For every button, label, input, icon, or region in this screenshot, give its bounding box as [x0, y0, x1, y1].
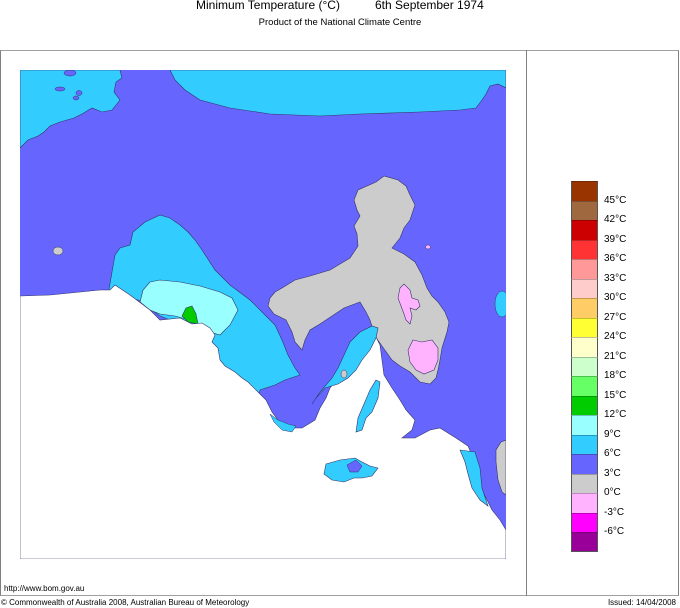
legend-band	[571, 376, 598, 396]
zone-6-9-gulf-east	[355, 379, 381, 433]
zone-6-9-north-east	[169, 70, 506, 117]
map-frame	[0, 50, 679, 596]
legend-label: 27°C	[604, 311, 627, 323]
zone-neg3-0-a	[397, 283, 421, 325]
legend-band	[571, 356, 598, 376]
color-legend	[571, 181, 598, 552]
legend-label: 18°C	[604, 370, 627, 381]
legend-label: 39°C	[604, 233, 627, 245]
legend-label: 9°C	[604, 428, 621, 440]
legend-band	[571, 493, 598, 513]
issued-date: Issued: 14/04/2008	[607, 598, 676, 607]
legend-band	[571, 200, 598, 220]
legend-band	[571, 298, 598, 318]
legend-divider	[526, 50, 527, 596]
zone-0-3-east-edge	[495, 439, 506, 496]
zone-6-9-coast-se	[459, 449, 489, 507]
legend-band	[571, 415, 598, 435]
legend-label: 33°C	[604, 272, 627, 284]
zone-6-9-north-west	[20, 70, 123, 149]
zone-6-9-inlet	[269, 413, 297, 433]
map-header: Minimum Temperature (°C) 6th September 1…	[0, 0, 680, 18]
ocean	[20, 284, 506, 559]
map-title: Minimum Temperature (°C)	[196, 0, 340, 12]
legend-label: 6°C	[604, 448, 621, 459]
zone-neg3-0-b	[407, 339, 439, 375]
legend-label: 42°C	[604, 214, 627, 225]
legend-label: 24°C	[604, 331, 627, 342]
legend-label: 15°C	[604, 389, 627, 401]
map-subtitle: Product of the National Climate Centre	[258, 17, 422, 28]
source-url[interactable]: http://www.bom.gov.au	[4, 584, 85, 593]
legend-label: 21°C	[604, 350, 627, 362]
legend-band	[571, 239, 598, 259]
legend-label: 30°C	[604, 292, 627, 303]
legend-band	[571, 220, 598, 240]
zone-0-3-small-west	[52, 246, 64, 256]
legend-band	[571, 278, 598, 298]
zone-0-3-central	[267, 175, 450, 385]
copyright-notice: © Commonwealth of Australia 2008, Austra…	[1, 598, 250, 607]
legend-band	[571, 532, 598, 552]
map-date: 6th September 1974	[375, 0, 484, 12]
legend-label: -3°C	[604, 506, 625, 518]
legend-band	[571, 454, 598, 474]
legend-band	[571, 317, 598, 337]
legend-band	[571, 259, 598, 279]
legend-band	[571, 473, 598, 493]
legend-label: 0°C	[604, 487, 621, 498]
zone-3-6-island	[346, 459, 363, 473]
legend-band	[571, 395, 598, 415]
legend-label: 12°C	[604, 409, 627, 420]
legend-label: 45°C	[604, 194, 627, 206]
zone-6-9-east-edge	[494, 290, 506, 318]
legend-label: -6°C	[604, 526, 625, 537]
zone-6-9-peninsula	[311, 325, 379, 405]
legend-band	[571, 181, 598, 201]
legend-label: 36°C	[604, 253, 627, 264]
legend-label: 3°C	[604, 467, 621, 479]
legend-band	[571, 512, 598, 532]
temperature-map	[20, 70, 506, 559]
legend-band	[571, 337, 598, 357]
legend-band	[571, 434, 598, 454]
